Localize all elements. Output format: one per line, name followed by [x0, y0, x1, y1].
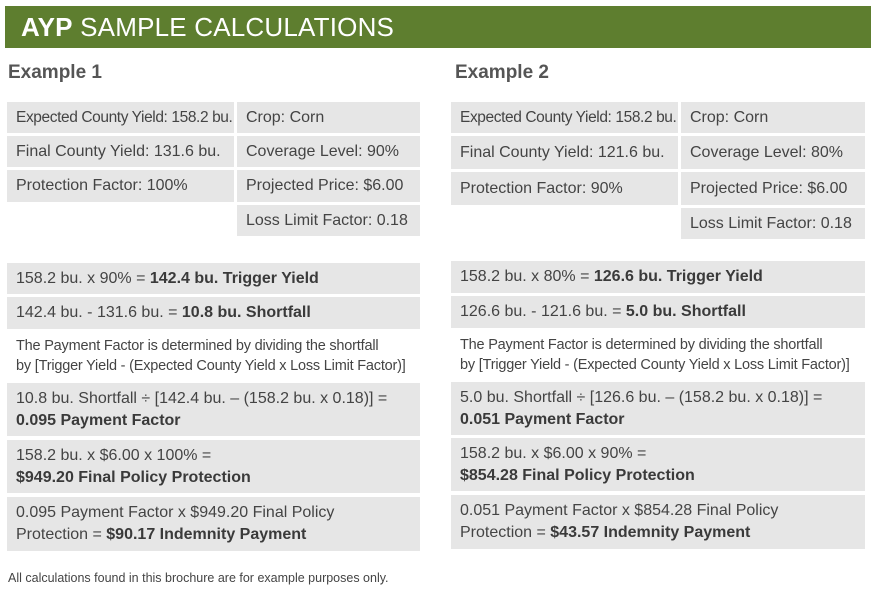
example2-shortfall: 126.6 bu. - 121.6 bu. = 5.0 bu. Shortfal…	[451, 296, 865, 328]
example1-trigger-yield: 158.2 bu. x 90% = 142.4 bu. Trigger Yiel…	[7, 263, 420, 294]
example2-policy-protection: 158.2 bu. x $6.00 x 90% = $854.28 Final …	[451, 438, 865, 491]
example2-indemnity-payment: 0.051 Payment Factor x $854.28 Final Pol…	[451, 495, 865, 549]
example2-title: Example 2	[455, 62, 549, 83]
example1-payment-factor-note: The Payment Factor is determined by divi…	[16, 336, 406, 376]
banner-bold-title: AYP	[21, 12, 73, 42]
example2-policy-calc: 158.2 bu. x $6.00 x 90% =	[460, 444, 647, 462]
example1-trigger-calc: 158.2 bu. x 90% =	[16, 269, 150, 287]
example2-policy-result: $854.28 Final Policy Protection	[460, 466, 695, 484]
example1-indemnity-calc: 0.095 Payment Factor x $949.20 Final Pol…	[16, 504, 335, 521]
example1-shortfall: 142.4 bu. - 131.6 bu. = 10.8 bu. Shortfa…	[7, 297, 420, 329]
example1-projected-price: Projected Price: $6.00	[237, 170, 420, 202]
example2-payment-result: 0.051 Payment Factor	[460, 410, 625, 428]
example1-indemnity-result: $90.17 Indemnity Payment	[106, 526, 307, 543]
example1-coverage-level: Coverage Level: 90%	[237, 136, 420, 167]
example2-note-line1: The Payment Factor is determined by divi…	[460, 337, 823, 353]
example1-title: Example 1	[8, 62, 102, 83]
example1-indemnity-prefix: Protection =	[16, 526, 107, 543]
example2-payment-factor: 5.0 bu. Shortfall ÷ [126.6 bu. – (158.2 …	[451, 382, 865, 435]
example2-crop: Crop: Corn	[681, 102, 865, 133]
example2-shortfall-result: 5.0 bu. Shortfall	[625, 303, 746, 320]
example1-policy-calc: 158.2 bu. x $6.00 x 100% =	[16, 446, 212, 464]
example2-protection-factor: Protection Factor: 90%	[451, 172, 678, 205]
example1-final-yield: Final County Yield: 131.6 bu.	[7, 136, 234, 167]
example1-loss-limit-factor: Loss Limit Factor: 0.18	[237, 205, 420, 236]
example2-indemnity-result: $43.57 Indemnity Payment	[550, 524, 751, 541]
example1-crop: Crop: Corn	[237, 102, 420, 133]
example2-indemnity-prefix: Protection =	[460, 524, 551, 541]
example2-shortfall-calc: 126.6 bu. - 121.6 bu. =	[460, 303, 626, 320]
example1-shortfall-calc: 142.4 bu. - 131.6 bu. =	[16, 304, 182, 321]
example1-expected-yield: Expected County Yield: 158.2 bu.	[7, 102, 234, 133]
example1-trigger-result: 142.4 bu. Trigger Yield	[149, 269, 319, 287]
example2-indemnity-calc: 0.051 Payment Factor x $854.28 Final Pol…	[460, 502, 779, 519]
example2-coverage-level: Coverage Level: 80%	[681, 136, 865, 169]
example1-note-line1: The Payment Factor is determined by divi…	[16, 338, 379, 354]
page-banner: AYP SAMPLE CALCULATIONS	[5, 6, 871, 48]
example2-projected-price: Projected Price: $6.00	[681, 172, 865, 205]
example1-policy-result: $949.20 Final Policy Protection	[16, 468, 251, 486]
example1-indemnity-payment: 0.095 Payment Factor x $949.20 Final Pol…	[7, 497, 420, 551]
example2-trigger-yield: 158.2 bu. x 80% = 126.6 bu. Trigger Yiel…	[451, 261, 865, 293]
example1-policy-protection: 158.2 bu. x $6.00 x 100% = $949.20 Final…	[7, 440, 420, 493]
example1-payment-result: 0.095 Payment Factor	[16, 411, 181, 429]
example2-note-line2: by [Trigger Yield - (Expected County Yie…	[460, 357, 850, 373]
example2-payment-calc: 5.0 bu. Shortfall ÷ [126.6 bu. – (158.2 …	[460, 388, 823, 406]
example1-payment-factor: 10.8 bu. Shortfall ÷ [142.4 bu. – (158.2…	[7, 383, 420, 436]
footnote: All calculations found in this brochure …	[8, 571, 389, 585]
example2-trigger-calc: 158.2 bu. x 80% =	[460, 268, 594, 285]
example1-payment-calc: 10.8 bu. Shortfall ÷ [142.4 bu. – (158.2…	[16, 389, 388, 407]
example1-shortfall-result: 10.8 bu. Shortfall	[181, 304, 311, 321]
example1-note-line2: by [Trigger Yield - (Expected County Yie…	[16, 358, 406, 374]
example2-trigger-result: 126.6 bu. Trigger Yield	[593, 268, 763, 285]
example1-protection-factor: Protection Factor: 100%	[7, 170, 234, 202]
example2-loss-limit-factor: Loss Limit Factor: 0.18	[681, 208, 865, 239]
banner-title: SAMPLE CALCULATIONS	[80, 12, 395, 42]
example2-payment-factor-note: The Payment Factor is determined by divi…	[460, 335, 850, 375]
example2-expected-yield: Expected County Yield: 158.2 bu.	[451, 102, 678, 133]
example2-final-yield: Final County Yield: 121.6 bu.	[451, 136, 678, 169]
